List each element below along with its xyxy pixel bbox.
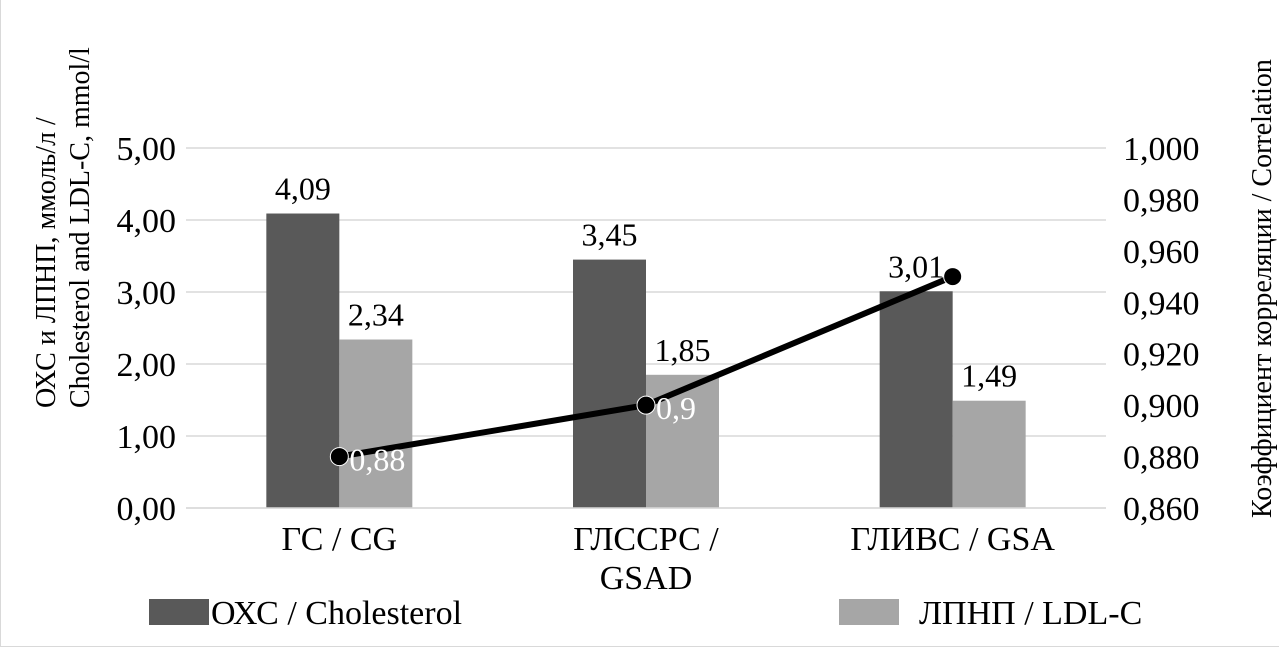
y-left-tick-label: 3,00 xyxy=(117,275,177,312)
legend-swatch xyxy=(149,599,209,625)
legend-swatch xyxy=(839,599,899,625)
y-left-axis-title: ОХС и ЛПНП, ммоль/л / Cholesterol and LDL… xyxy=(31,47,96,408)
y-left-axis-title-line1: ОХС и ЛПНП, ммоль/л / xyxy=(31,117,62,408)
axes: 0,00 1,00 2,00 3,00 4,00 5,00 0,860 0,880 0,900 0… xyxy=(31,47,1278,597)
bar xyxy=(339,339,413,508)
y-left-tick-label: 4,00 xyxy=(117,203,177,240)
y-right-tick-label: 0,960 xyxy=(1123,234,1200,271)
y-right-tick-label: 0,940 xyxy=(1123,285,1200,322)
legend-label: ЛПНП / LDL-C xyxy=(919,595,1142,632)
bar-value-label: 3,45 xyxy=(582,217,638,253)
bar xyxy=(266,213,340,508)
y-left-axis-title-line2: Cholesterol and LDL-C, mmol/l xyxy=(65,47,96,408)
x-tick-label: ГЛССРС / xyxy=(573,521,719,558)
y-right-tick-label: 0,920 xyxy=(1123,337,1200,374)
y-left-tick-label: 2,00 xyxy=(117,347,177,384)
bar-value-label: 2,34 xyxy=(348,297,404,333)
bar xyxy=(573,259,646,508)
y-right-tick-label: 0,900 xyxy=(1123,388,1200,425)
correlation-value-label: 0,9 xyxy=(656,390,696,426)
bar-value-label: 3,01 xyxy=(888,248,944,284)
y-right-tick-label: 0,980 xyxy=(1123,182,1200,219)
x-tick-label: ГЛИВС / GSA xyxy=(850,521,1055,558)
bar xyxy=(879,291,953,508)
correlation-value-label: 0,88 xyxy=(349,442,405,478)
x-tick-label: GSAD xyxy=(600,560,693,597)
y-right-tick-label: 0,880 xyxy=(1123,440,1200,477)
data-labels: 4,09 3,45 3,01 2,34 1,85 1,49 0,88 0,9 xyxy=(275,171,1017,478)
correlation-point xyxy=(329,447,349,467)
y-right-axis-title: Коэффициент корреляции / Correlation xyxy=(1247,59,1278,518)
bar xyxy=(952,400,1026,508)
y-left-tick-label: 5,00 xyxy=(117,131,177,168)
y-left-tick-label: 0,00 xyxy=(117,491,177,528)
legend-label: ОХС / Cholesterol xyxy=(211,595,462,632)
bars xyxy=(266,213,1026,508)
correlation-point xyxy=(636,395,656,415)
bar-value-label: 4,09 xyxy=(275,171,331,207)
y-left-tick-label: 1,00 xyxy=(117,419,177,456)
legend: ОХС / Cholesterol ЛПНП / LDL-C xyxy=(149,595,1142,632)
y-right-tick-label: 1,000 xyxy=(1123,131,1200,168)
correlation-point xyxy=(943,267,963,287)
correlation-line-group xyxy=(329,267,963,467)
y-right-axis-title-text: Коэффициент корреляции / Correlation xyxy=(1247,59,1278,518)
bar-value-label: 1,49 xyxy=(961,358,1017,394)
y-right-tick-label: 0,860 xyxy=(1123,491,1200,528)
bar-value-label: 1,85 xyxy=(655,332,711,368)
x-tick-label: ГС / CG xyxy=(282,521,398,558)
